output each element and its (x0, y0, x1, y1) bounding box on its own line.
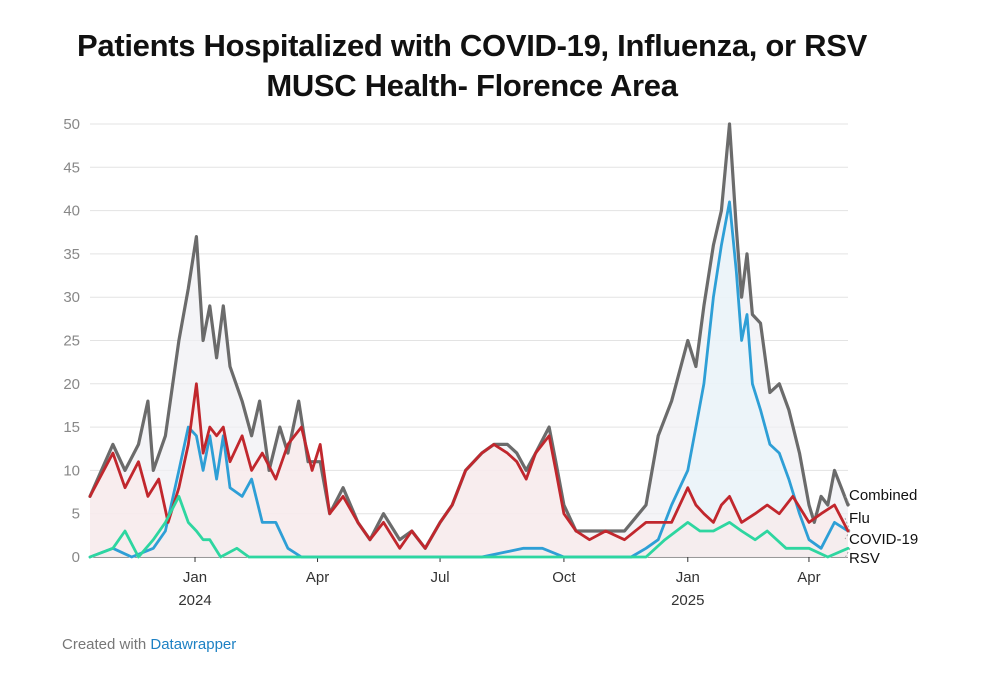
legend-leader-line (844, 494, 851, 506)
y-tick-label: 50 (63, 116, 80, 133)
x-tick-year-label: 2025 (671, 592, 704, 609)
x-tick-label: Apr (797, 569, 820, 586)
x-tick-label: Apr (306, 569, 329, 586)
legend-label-rsv: RSV (849, 550, 880, 567)
series-line-rsv (88, 495, 850, 559)
legend-label-covid-19: COVID-19 (849, 531, 918, 548)
y-tick-label: 40 (63, 203, 80, 220)
y-tick-label: 10 (63, 462, 80, 479)
y-tick-label: 0 (72, 549, 80, 566)
x-tick-label: Oct (552, 569, 576, 586)
y-tick-label: 20 (63, 376, 80, 393)
legend-leader-line (844, 530, 851, 540)
series-line-flu (88, 200, 850, 559)
x-tick-label: Jul (430, 569, 449, 586)
series-area-combined (90, 124, 848, 557)
legend-label-combined: Combined (849, 487, 917, 504)
footer-credit-text: Created with (62, 636, 151, 653)
x-tick-label: Jan (676, 569, 700, 586)
y-tick-label: 35 (63, 246, 80, 263)
y-tick-label: 45 (63, 159, 80, 176)
x-tick-year-label: 2024 (178, 592, 211, 609)
y-tick-label: 25 (63, 333, 80, 350)
chart-subtitle-line: MUSC Health- Florence Area (266, 68, 678, 103)
footer-credit: Created with Datawrapper (62, 636, 236, 653)
legend-label-flu: Flu (849, 510, 870, 527)
legend-leader-line (844, 548, 851, 559)
chart-title: Patients Hospitalized with COVID-19, Inf… (0, 26, 944, 106)
datawrapper-link[interactable]: Datawrapper (150, 636, 237, 653)
series-line-covid-19 (88, 382, 850, 550)
y-tick-label: 5 (72, 506, 80, 523)
y-tick-label: 30 (63, 289, 80, 306)
series-area-covid-19 (90, 383, 848, 557)
y-tick-label: 15 (63, 419, 80, 436)
chart-title-line: Patients Hospitalized with COVID-19, Inf… (77, 28, 867, 63)
x-tick-label: Jan (183, 569, 207, 586)
